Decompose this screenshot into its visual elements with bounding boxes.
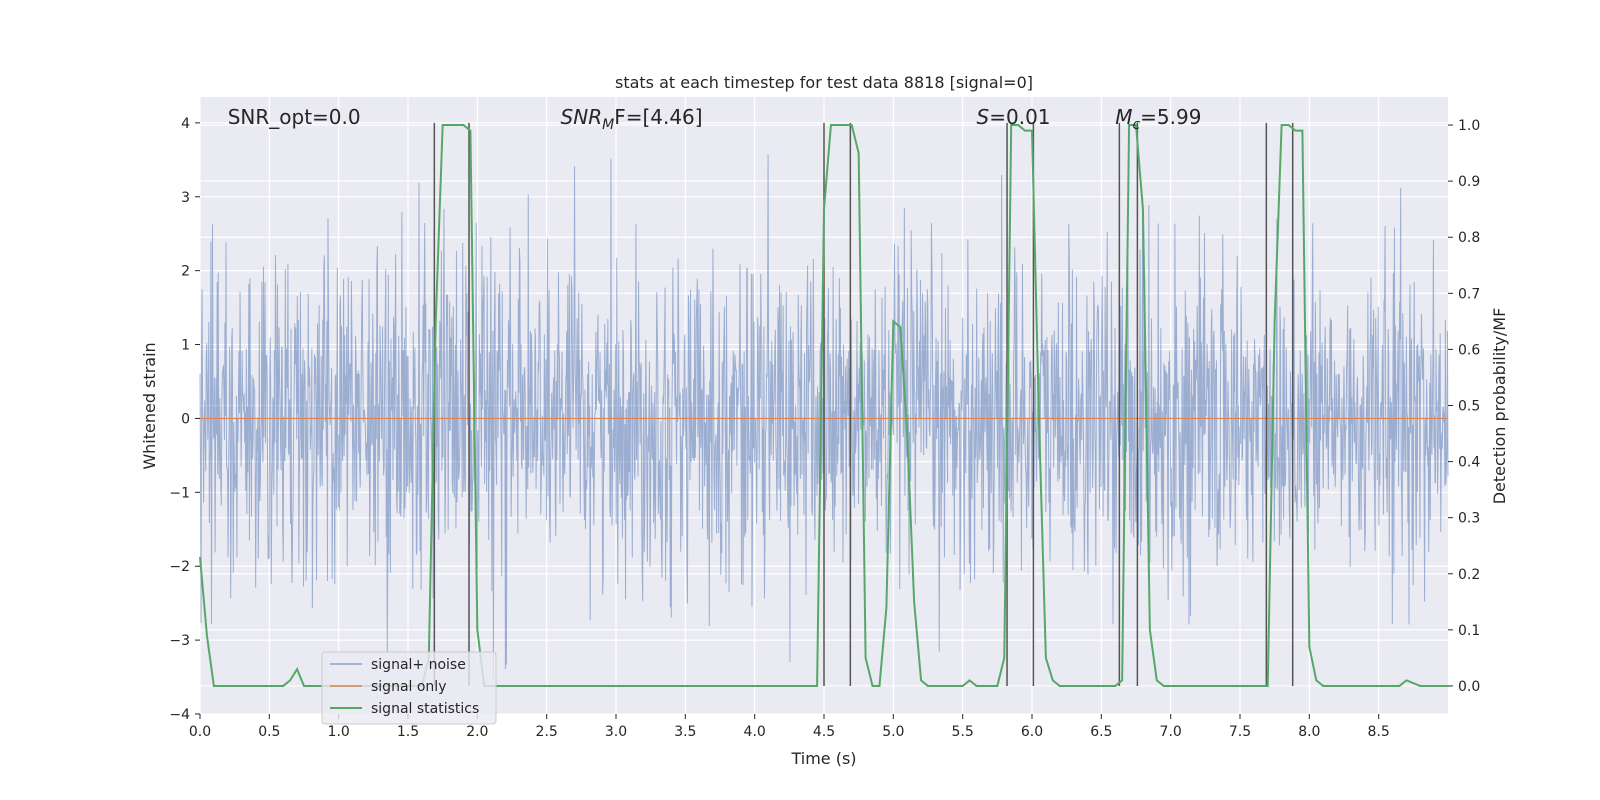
y-tick-label-right: 0.0 xyxy=(1458,679,1480,695)
y-tick-label-right: 0.4 xyxy=(1458,455,1480,471)
annotation-mc: Mc=5.99 xyxy=(1115,105,1201,133)
legend-label-noise: signal+ noise xyxy=(371,657,466,673)
x-tick-label: 5.0 xyxy=(882,724,904,740)
x-tick-label: 3.5 xyxy=(674,724,696,740)
y-tick-label-right: 0.5 xyxy=(1458,399,1480,415)
x-ticks: 0.0 0.5 1.0 1.5 2.0 2.5 3.0 3.5 4.0 4.5 5.0 5.5 6.0 6… xyxy=(189,714,1390,740)
y-ticks-right: 1.0 0.9 0.8 0.7 0.6 0.5 0.4 0.3 0.2 0.1 0.0 xyxy=(1448,118,1480,695)
y-tick-label-right: 0.8 xyxy=(1458,230,1480,246)
y-tick-label-left: 1 xyxy=(181,338,190,354)
annotation-snr-opt: SNR_opt=0.0 xyxy=(228,105,361,129)
x-tick-label: 6.0 xyxy=(1021,724,1043,740)
chart-title: stats at each timestep for test data 881… xyxy=(615,73,1033,92)
y-tick-label-left: 4 xyxy=(181,116,190,132)
x-tick-label: 8.5 xyxy=(1368,724,1390,740)
y-axis-label-right: Detection probability/MF xyxy=(1490,308,1509,505)
y-tick-label-right: 0.1 xyxy=(1458,623,1480,639)
y-tick-label-left: 3 xyxy=(181,190,190,206)
annotations: SNR_opt=0.0 SNRMF=[4.46] S=0.01 Mc=5.99 xyxy=(228,105,1202,133)
y-tick-label-right: 0.2 xyxy=(1458,567,1480,583)
x-tick-label: 7.0 xyxy=(1160,724,1182,740)
x-tick-label: 4.5 xyxy=(813,724,835,740)
y-tick-label-left: 2 xyxy=(181,264,190,280)
legend: signal+ noise signal only signal statist… xyxy=(321,651,497,725)
x-tick-label: 2.0 xyxy=(466,724,488,740)
x-tick-label: 5.5 xyxy=(952,724,974,740)
annotation-snr-mf: SNRMF=[4.46] xyxy=(561,105,703,133)
x-tick-label: 1.0 xyxy=(328,724,350,740)
legend-label-signal: signal only xyxy=(371,679,446,695)
y-tick-label-right: 0.7 xyxy=(1458,286,1480,302)
x-tick-label: 2.5 xyxy=(536,724,558,740)
x-tick-label: 8.0 xyxy=(1298,724,1320,740)
x-tick-label: 0.5 xyxy=(258,724,280,740)
x-tick-label: 0.0 xyxy=(189,724,211,740)
y-tick-label-left: −3 xyxy=(169,633,190,649)
y-tick-label-left: −1 xyxy=(169,485,190,501)
y-tick-label-right: 1.0 xyxy=(1458,118,1480,134)
annotation-s-stat: S=0.01 xyxy=(977,105,1051,129)
y-tick-label-left: −4 xyxy=(169,707,190,723)
y-ticks-left: 4 3 2 1 0 −1 −2 −3 −4 xyxy=(169,116,200,723)
y-tick-label-right: 0.3 xyxy=(1458,511,1480,527)
x-tick-label: 4.0 xyxy=(744,724,766,740)
x-tick-label: 6.5 xyxy=(1090,724,1112,740)
x-tick-label: 1.5 xyxy=(397,724,419,740)
y-tick-label-left: −2 xyxy=(169,559,190,575)
legend-label-statistics: signal statistics xyxy=(371,701,479,717)
y-tick-label-right: 0.6 xyxy=(1458,342,1480,358)
y-tick-label-right: 0.9 xyxy=(1458,174,1480,190)
legend-box xyxy=(321,651,497,725)
x-axis-label: Time (s) xyxy=(790,749,856,768)
y-tick-label-left: 0 xyxy=(181,411,190,427)
x-tick-label: 3.0 xyxy=(605,724,627,740)
y-axis-label-left: Whitened strain xyxy=(140,342,159,469)
x-tick-label: 7.5 xyxy=(1229,724,1251,740)
